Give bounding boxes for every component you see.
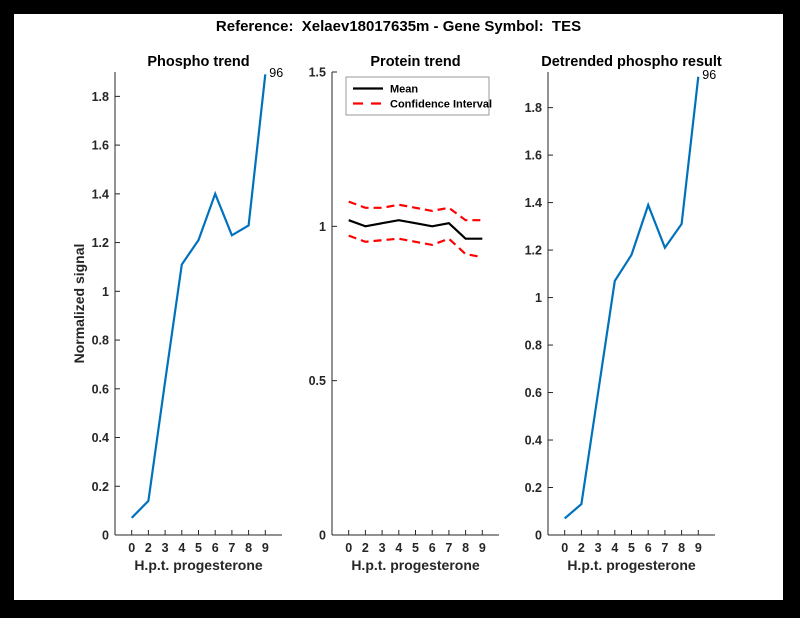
x-tick-label: 9 [479,541,486,555]
y-tick-label: 1.6 [92,139,109,153]
x-tick-label: 0 [345,541,352,555]
x-tick-label: 8 [678,541,685,555]
x-tick-label: 7 [661,541,668,555]
confidence-interval-upper-line [348,200,483,222]
x-tick-label: 6 [212,541,219,555]
x-tick-label: 0 [561,541,568,555]
x-tick-label: 6 [429,541,436,555]
y-tick-label: 0.8 [92,334,109,348]
y-tick-label: 0.5 [309,374,326,388]
y-tick-label: 0.6 [525,386,542,400]
confidence-interval-lower-line [348,234,483,259]
y-tick-label: 1.2 [525,244,542,258]
x-tick-label: 9 [262,541,269,555]
subplot-title: Protein trend [370,54,460,70]
y-tick-label: 0.2 [92,480,109,494]
x-tick-label: 7 [445,541,452,555]
y-tick-label: 1.5 [309,66,326,80]
y-tick-label: 0 [102,529,109,543]
subplot-title: Detrended phospho result [541,54,722,70]
x-tick-label: 2 [578,541,585,555]
phospho-signal-line [130,74,267,519]
x-tick-label: 8 [245,541,252,555]
subplot-phospho-trend: 0 2 3 4 5 6 7 8 900.20.40.60.811.21.41.61.8Phosp… [71,54,283,573]
y-tick-label: 1 [535,291,542,305]
y-tick-label: 1.8 [92,90,109,104]
x-tick-label: 3 [379,541,386,555]
x-tick-label: 0 [128,541,135,555]
x-axis-label: H.p.t. progesterone [567,557,696,573]
y-tick-label: 1 [319,220,326,234]
x-axis-label: H.p.t. progesterone [134,557,263,573]
legend: Mean Confidence Interval [345,76,492,116]
y-tick-label: 0.4 [92,431,109,445]
subplot-detrended-phospho-result: 0 2 3 4 5 6 7 8 900.20.40.60.811.21.41.61.8Detre… [525,54,722,573]
subplots-canvas: 0 2 3 4 5 6 7 8 900.20.40.60.811.21.41.61.8Phosp… [71,54,722,573]
y-tick-label: 0 [535,529,542,543]
legend-entry-label: Mean [390,84,418,96]
figure-title: Reference: Xelaev18017635m - Gene Symbol… [215,18,582,35]
y-axis-label: Normalized signal [71,244,87,364]
y-tick-label: 1.2 [92,236,109,250]
y-tick-label: 1.4 [92,187,109,201]
x-tick-label: 3 [595,541,602,555]
x-tick-label: 2 [362,541,369,555]
x-tick-label: 4 [611,541,618,555]
x-tick-label: 3 [162,541,169,555]
y-tick-label: 0 [319,529,326,543]
endpoint-annotation: 96 [702,68,716,82]
x-tick-label: 5 [412,541,419,555]
x-tick-label: 2 [145,541,152,555]
legend-entry-label: Confidence Interval [390,99,492,111]
x-tick-label: 5 [195,541,202,555]
x-tick-label: 4 [395,541,402,555]
legend-box [345,76,490,116]
y-tick-label: 1 [102,285,109,299]
mean-line [348,219,483,240]
x-tick-label: 5 [628,541,635,555]
x-tick-label: 4 [178,541,185,555]
subplot-title: Phospho trend [147,54,249,70]
y-tick-label: 0.4 [525,434,542,448]
figure-canvas: Reference: Xelaev18017635m - Gene Symbol… [14,14,783,600]
x-tick-label: 6 [645,541,652,555]
endpoint-annotation: 96 [269,66,283,80]
y-tick-label: 1.4 [525,196,542,210]
y-tick-label: 1.8 [525,101,542,115]
x-axis-label: H.p.t. progesterone [351,557,480,573]
y-tick-label: 1.6 [525,149,542,163]
y-tick-label: 0.8 [525,339,542,353]
y-tick-label: 0.2 [525,481,542,495]
x-tick-label: 7 [228,541,235,555]
detrended-phospho-signal-line [563,76,700,520]
x-tick-label: 8 [462,541,469,555]
x-tick-label: 9 [695,541,702,555]
y-tick-label: 0.6 [92,382,109,396]
